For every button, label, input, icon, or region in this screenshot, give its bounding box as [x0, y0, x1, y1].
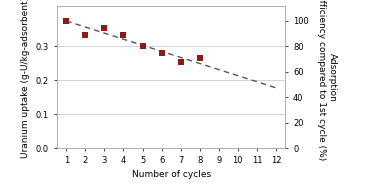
- Point: [82, 33, 88, 36]
- Point: [178, 60, 184, 63]
- Point: [120, 33, 126, 36]
- X-axis label: Number of cycles: Number of cycles: [131, 170, 211, 179]
- Point: [101, 26, 107, 29]
- Y-axis label: Uranium uptake (g-U/kg-adsorbent): Uranium uptake (g-U/kg-adsorbent): [21, 0, 30, 158]
- Point: [63, 19, 69, 22]
- Point: [197, 57, 203, 60]
- Y-axis label: Adsorption
efficiency compared to 1st cycle (%): Adsorption efficiency compared to 1st cy…: [317, 0, 337, 160]
- Point: [158, 52, 164, 55]
- Point: [139, 45, 145, 48]
